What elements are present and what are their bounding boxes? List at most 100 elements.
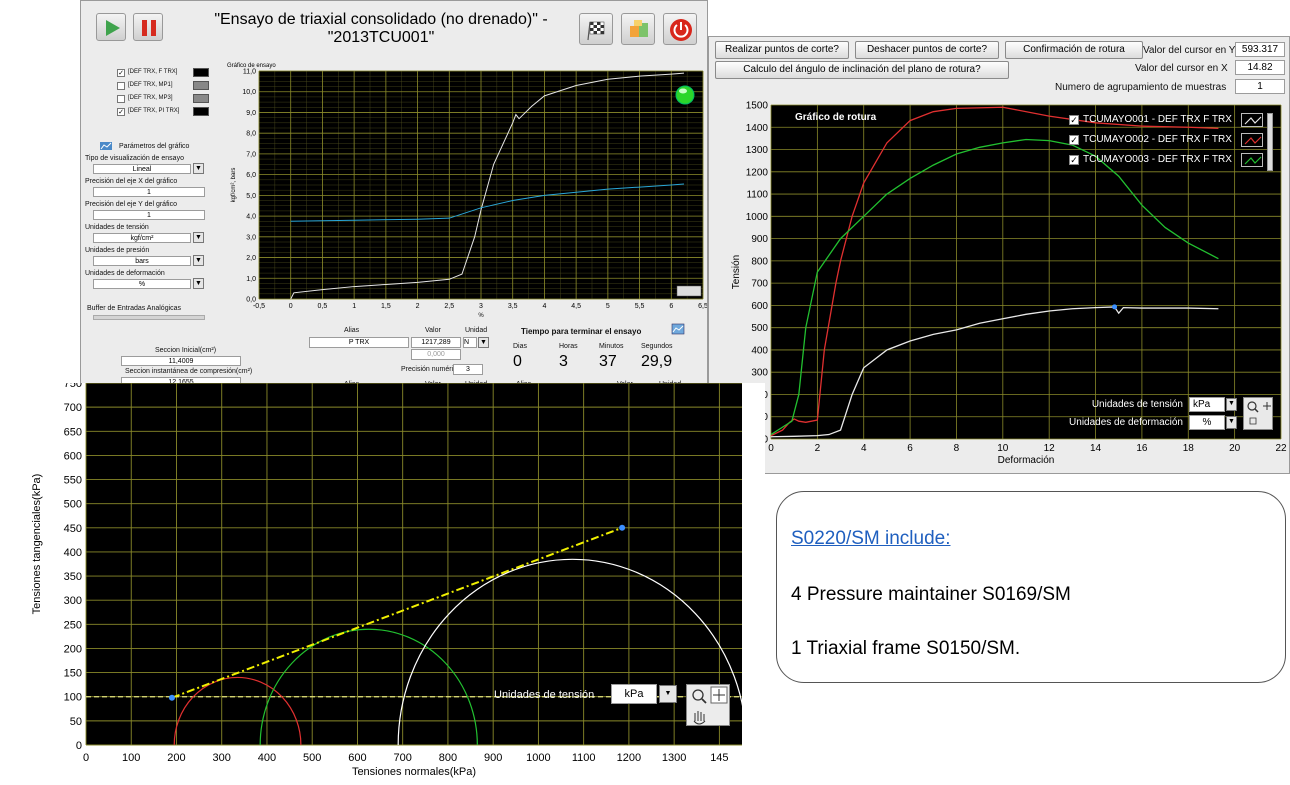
run-button[interactable] (96, 13, 126, 41)
param-value[interactable]: 1 (93, 210, 205, 220)
rupture-units-tension-arrow[interactable]: ▼ (1226, 398, 1237, 411)
rupture-units-deform-arrow[interactable]: ▼ (1226, 416, 1237, 429)
x-tick-label: 4,5 (571, 303, 581, 310)
x-tick-label: 2 (416, 303, 420, 310)
param-dropdown-arrow[interactable]: ▼ (193, 163, 204, 174)
legend-checkbox[interactable]: ✓ (1069, 155, 1079, 165)
x-tick-label: 2,5 (444, 303, 454, 310)
legend-checkbox[interactable]: ✓ (117, 108, 125, 116)
unidad-header: Unidad (465, 327, 488, 334)
angle-calc-button[interactable]: Calculo del ángulo de inclinación del pl… (715, 61, 1009, 79)
test-chart[interactable]: Gráfico de ensayo -0,5 0 0,5 1 1,5 2 2,5 3 3,5 4 4,… (217, 59, 708, 321)
cubes-icon (630, 20, 648, 37)
legend-label: [DEF TRX, MP1] (128, 82, 173, 88)
x-tick-label: 3,5 (508, 303, 518, 310)
x-tick-label: 900 (484, 752, 502, 764)
unidad-dropdown-arrow[interactable]: ▼ (478, 337, 489, 348)
y-tick-label: 700 (64, 402, 82, 414)
zoom-tool-icon[interactable] (676, 285, 702, 297)
legend-label: TCUMAYO003 - DEF TRX F TRX (1083, 154, 1232, 165)
param-value[interactable]: 1 (93, 187, 205, 197)
envelope-point[interactable] (619, 524, 626, 531)
finish-flag-button[interactable] (579, 13, 613, 45)
cursor-marker[interactable] (1112, 304, 1118, 310)
power-icon (670, 19, 692, 41)
rupture-units-tension-select[interactable]: kPa (1189, 397, 1225, 412)
x-axis-label: % (478, 313, 484, 319)
legend-swatch (193, 107, 209, 116)
cursor-x-value: 14.82 (1235, 60, 1285, 75)
time-remaining: Tiempo para terminar el ensayo Dias 0 Hora… (507, 323, 707, 379)
info-heading[interactable]: S0220/SM include: (791, 528, 951, 549)
y-tick-label: 900 (751, 234, 768, 245)
checkered-flag-icon (587, 21, 605, 41)
rupture-zoom-tools[interactable] (1243, 397, 1273, 430)
x-tick-label: 14 (1090, 443, 1102, 454)
legend-checkbox[interactable]: ✓ (1069, 135, 1079, 145)
param-label: Unidades de presión (85, 247, 150, 254)
legend-checkbox[interactable] (117, 82, 125, 90)
mohr-panel: 0 100 200 300 400 500 600 700 800 900 1000 1100 1200… (0, 383, 765, 785)
legend-swatch (193, 81, 209, 90)
buffer-label: Buffer de Entradas Analógicas (87, 305, 182, 312)
y-tick-label: 6,0 (246, 172, 256, 179)
mohr-units-arrow[interactable]: ▼ (659, 685, 677, 703)
precision-field[interactable]: 3 (453, 364, 483, 375)
x-tick-label: 3 (479, 303, 483, 310)
y-axis-label: Tensiones tangenciales(kPa) (31, 474, 43, 615)
alias-header: Alias (344, 327, 360, 334)
rupture-chart[interactable]: 0246810121416182022010020030040050060070… (709, 97, 1290, 474)
cut-points-button[interactable]: Realizar puntos de corte? (715, 41, 849, 59)
unidad-select[interactable]: N (463, 337, 477, 348)
confirm-rupture-button[interactable]: Confirmación de rotura (1005, 41, 1143, 59)
alias-field[interactable]: P TRX (309, 337, 409, 348)
section-initial-label: Seccion Inicial(cm²) (155, 347, 217, 354)
group-value[interactable]: 1 (1235, 79, 1285, 94)
param-value[interactable]: bars (93, 256, 191, 266)
legend-checkbox[interactable] (117, 95, 125, 103)
x-tick-label: 100 (122, 752, 140, 764)
legend-swatch (193, 94, 209, 103)
plot-area[interactable] (771, 105, 1281, 439)
series-line (770, 306, 1219, 438)
x-tick-label: 1000 (526, 752, 550, 764)
mohr-zoom-tools[interactable] (686, 684, 730, 726)
legend-label: [DEF TRX, PI TRX] (128, 108, 180, 114)
legend-scrollbar[interactable] (1267, 113, 1273, 171)
x-tick-label: 6 (907, 443, 913, 454)
chart-settings-icon[interactable] (671, 323, 687, 337)
x-tick-label: 145 (710, 752, 728, 764)
cubes-button[interactable] (621, 13, 655, 45)
param-value[interactable]: kgf/cm² (93, 233, 191, 243)
y-tick-label: 250 (64, 619, 82, 631)
mohr-chart[interactable]: 0 100 200 300 400 500 600 700 800 900 1000 1100 1200… (0, 383, 765, 785)
param-value[interactable]: % (93, 279, 191, 289)
param-dropdown-arrow[interactable]: ▼ (193, 232, 204, 243)
x-tick-label: 1 (352, 303, 356, 310)
x-tick-label: 6 (669, 303, 673, 310)
cursor-x-label: Valor del cursor en X (1135, 63, 1228, 74)
valor-header: Valor (425, 327, 441, 334)
legend-checkbox[interactable]: ✓ (117, 69, 125, 77)
param-value[interactable]: Lineal (93, 164, 191, 174)
param-dropdown-arrow[interactable]: ▼ (193, 255, 204, 266)
graph-params-section: Parámetros del gráfico Tipo de visualiza… (85, 141, 210, 291)
y-tick-label: 1,0 (246, 276, 256, 283)
zoom-pan-icon[interactable] (687, 685, 731, 727)
envelope-point[interactable] (168, 694, 175, 701)
time-header: Minutos (599, 343, 624, 350)
x-tick-label: 200 (167, 752, 185, 764)
zoom-icon[interactable] (1244, 398, 1274, 431)
undo-cut-points-button[interactable]: Deshacer puntos de corte? (855, 41, 999, 59)
test-panel: "Ensayo de triaxial consolidado (no dren… (80, 0, 708, 390)
pause-button[interactable] (133, 13, 163, 41)
param-dropdown-arrow[interactable]: ▼ (193, 278, 204, 289)
legend-checkbox[interactable]: ✓ (1069, 115, 1079, 125)
x-tick-label: 18 (1183, 443, 1195, 454)
rupture-units-deform-select[interactable]: % (1189, 415, 1225, 430)
pause-icon (142, 20, 156, 36)
power-button[interactable] (663, 13, 697, 45)
test-chart-title: Gráfico de ensayo (227, 63, 276, 69)
failure-envelope (171, 526, 623, 699)
mohr-units-select[interactable]: kPa (611, 684, 657, 704)
